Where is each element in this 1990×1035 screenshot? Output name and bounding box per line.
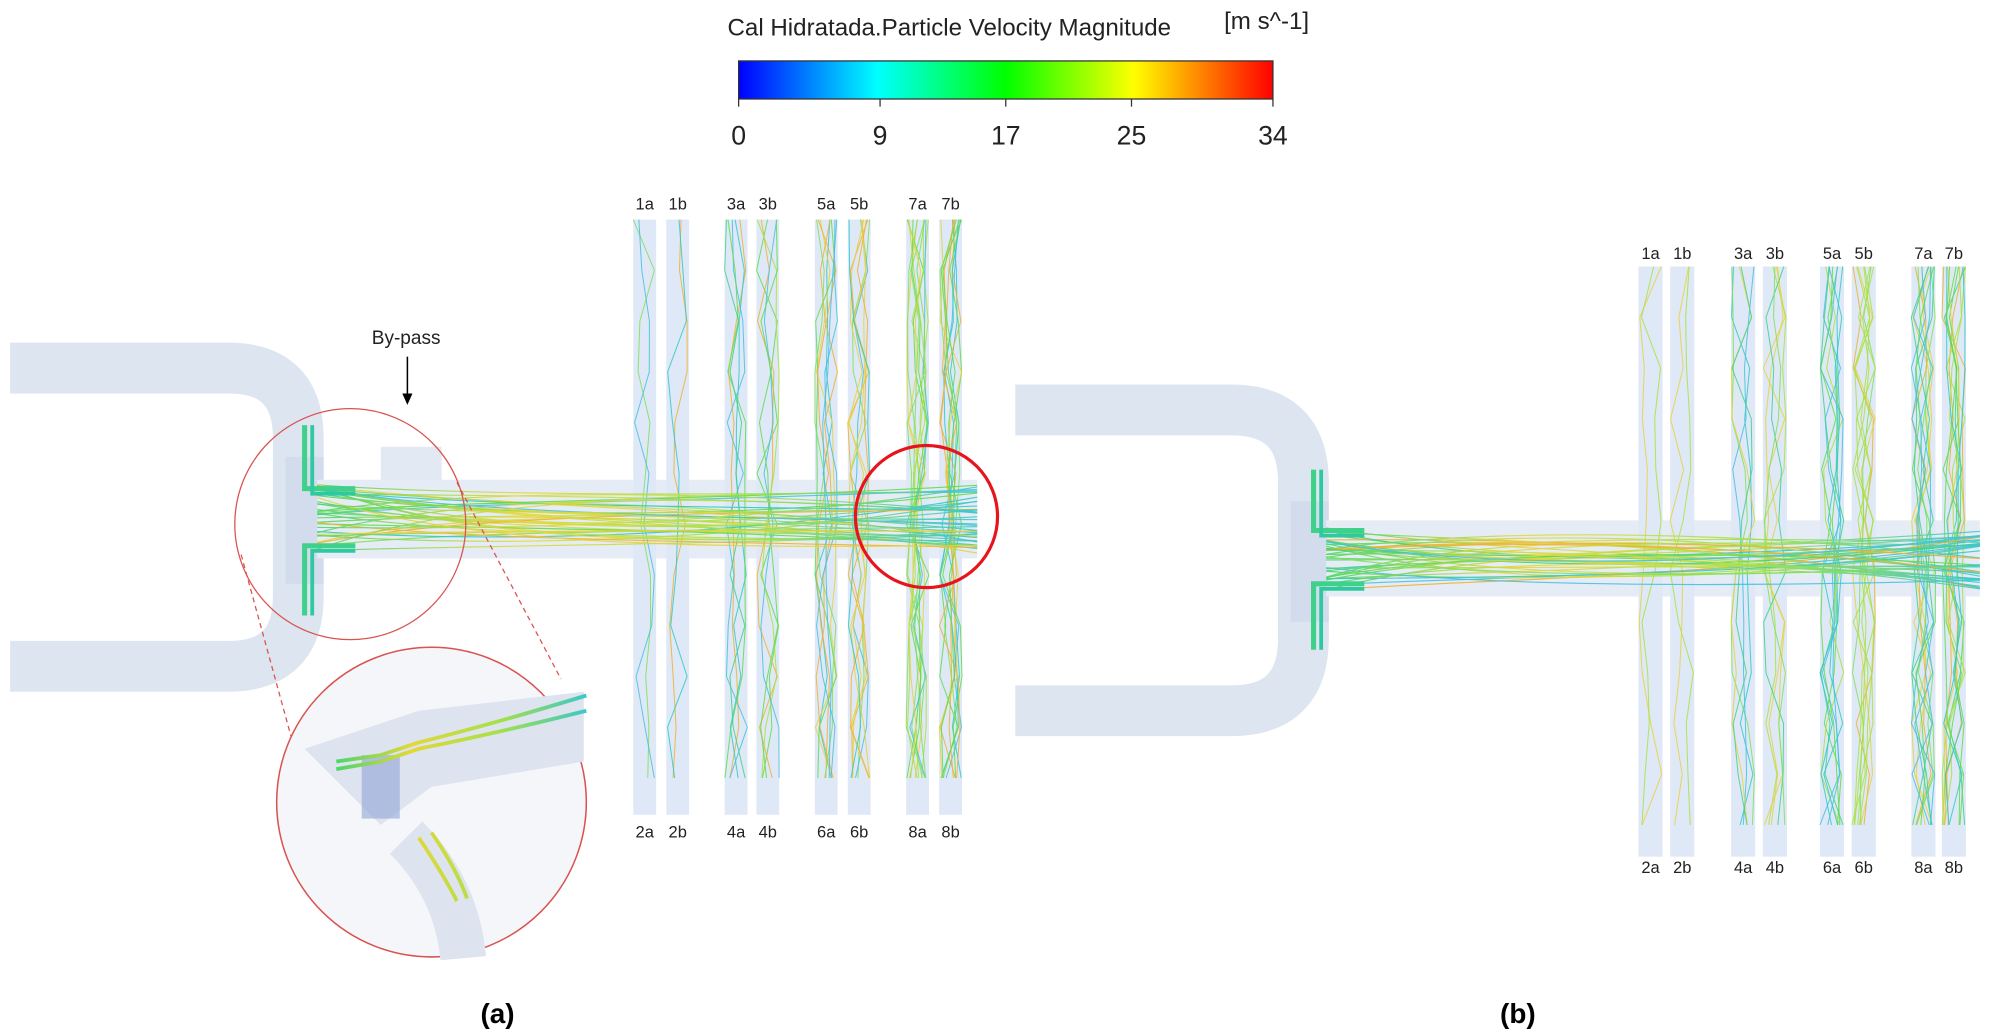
u-pipe: [1015, 410, 1303, 711]
port-label: 6a: [817, 824, 836, 842]
port-label: 1b: [1673, 245, 1691, 263]
panel-label: (a): [480, 998, 514, 1029]
panel-b: 1a 2a 1b 2b 3a 4a 3b 4b 5a 6a 5b 6b 7a 8a 7b 8b (b): [1015, 245, 1980, 1029]
port-column: [1638, 267, 1662, 857]
port-label: 5a: [817, 195, 836, 213]
figure: Cal Hidratada.Particle Velocity Magnitud…: [0, 0, 1990, 1035]
colorbar-tick-label: 25: [1117, 121, 1147, 151]
colorbar-tick-label: 0: [731, 121, 746, 151]
port-label: 4a: [1734, 859, 1753, 877]
port-label: 1b: [669, 195, 687, 213]
port-label: 5b: [850, 195, 868, 213]
colorbar-title: Cal Hidratada.Particle Velocity Magnitud…: [728, 15, 1172, 42]
arrow-head: [402, 393, 412, 404]
colorbar-ticks: 0 9 17 25 34: [731, 99, 1288, 151]
port-label: 3a: [1734, 245, 1753, 263]
port-label: 8a: [1914, 859, 1933, 877]
port-label: 4b: [759, 824, 777, 842]
port-label: 6a: [1823, 859, 1842, 877]
colorbar-tick-label: 9: [873, 121, 888, 151]
port-label: 7a: [908, 195, 927, 213]
port-label: 3a: [727, 195, 746, 213]
colorbar-tick-label: 17: [991, 121, 1021, 151]
annotation: By-pass: [372, 328, 441, 349]
port-label: 3b: [759, 195, 777, 213]
port-label: 8b: [941, 824, 959, 842]
page: Cal Hidratada.Particle Velocity Magnitud…: [0, 0, 1990, 1035]
port-label: 5b: [1855, 245, 1873, 263]
u-pipe: [10, 368, 298, 666]
port-label: 1a: [636, 195, 655, 213]
port-label: 7b: [1945, 245, 1963, 263]
port-label: 6b: [1855, 859, 1873, 877]
port-label: 2a: [1641, 859, 1660, 877]
port-label: 6b: [850, 824, 868, 842]
port-label: 4b: [1766, 859, 1784, 877]
port-label: 7b: [941, 195, 959, 213]
port-label: 2a: [636, 824, 655, 842]
port-label: 8a: [908, 824, 927, 842]
port-label: 2b: [669, 824, 687, 842]
colorbar-tick-label: 34: [1258, 121, 1288, 151]
panel-a: 1a 2a 1b 2b 3a 4a 3b 4b 5a 6a 5b 6b 7a 8a 7b 8b By-pass…: [10, 195, 997, 1029]
port-label: 1a: [1641, 245, 1660, 263]
port-label: 2b: [1673, 859, 1691, 877]
port-label: 3b: [1766, 245, 1784, 263]
port-label: 8b: [1945, 859, 1963, 877]
port-label: 5a: [1823, 245, 1842, 263]
panel-label: (b): [1500, 998, 1536, 1029]
colorbar: [739, 61, 1273, 99]
colorbar-unit: [m s^-1]: [1224, 8, 1309, 35]
port-label: 7a: [1914, 245, 1933, 263]
port-label: 4a: [727, 824, 746, 842]
